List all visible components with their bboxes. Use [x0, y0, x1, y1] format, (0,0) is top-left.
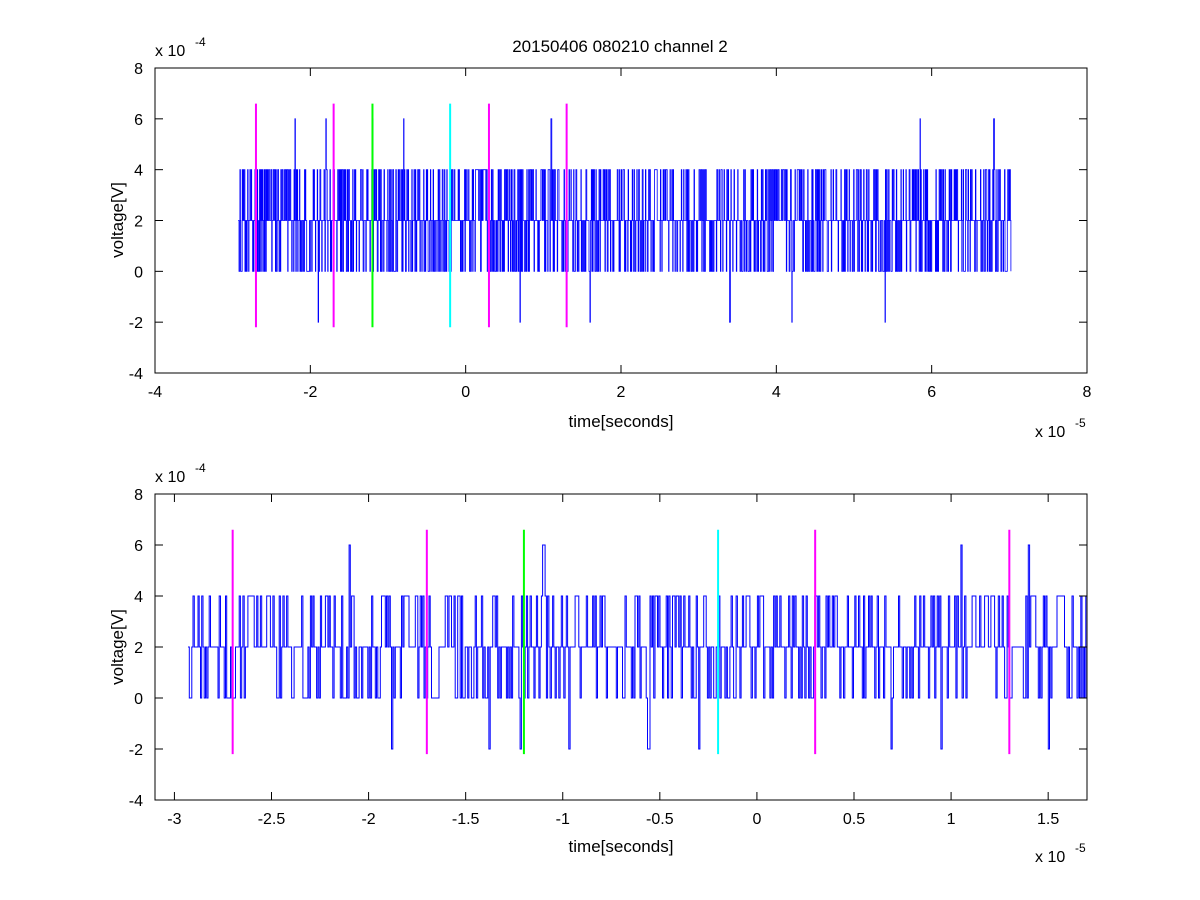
bottom-x-exponent-power: -5 — [1075, 841, 1086, 855]
bottom-x-tick-label: -1.5 — [452, 811, 480, 828]
bottom-x-tick-label: 1.5 — [1037, 811, 1059, 828]
bottom-x-tick-label: -2.5 — [258, 811, 286, 828]
top-x-exponent-power: -5 — [1075, 416, 1086, 430]
top-y-exponent-power: -4 — [195, 35, 206, 49]
top-y-tick-label: 8 — [134, 61, 143, 78]
top-y-tick-label: 0 — [134, 264, 143, 281]
top-x-tick-label: 6 — [927, 384, 936, 401]
top-x-tick-label: 0 — [461, 384, 470, 401]
top-x-tick-label: 2 — [617, 384, 626, 401]
bottom-x-tick-label: -2 — [361, 811, 375, 828]
bottom-x-tick-label: -1 — [556, 811, 570, 828]
top-y-tick-label: -2 — [129, 315, 143, 332]
bottom-marker-layer — [231, 529, 1011, 755]
bottom-x-tick-label: -3 — [167, 811, 181, 828]
bottom-x-axis-label: time[seconds] — [569, 837, 674, 856]
bottom-y-tick-label: 8 — [134, 487, 143, 504]
bottom-x-exponent-base: x 10 — [1035, 849, 1065, 866]
bottom-y-exponent: x 10 -4 — [155, 461, 206, 486]
top-y-exponent-base: x 10 — [155, 43, 185, 60]
bottom-y-axis-label: voltage[V] — [108, 609, 127, 685]
bottom-y-tick-label: -4 — [129, 793, 143, 810]
bottom-y-tick-label: 6 — [134, 538, 143, 555]
top-y-exponent: x 10 -4 — [155, 35, 206, 60]
top-marker-layer — [254, 103, 568, 328]
top-y-tick-label: 2 — [134, 214, 143, 231]
bottom-x-tick-label: 1 — [947, 811, 956, 828]
top-x-ticks: -4 -2 0 2 4 6 8 — [148, 68, 1092, 401]
top-y-ticks: -4 -2 0 2 4 6 8 — [129, 61, 1087, 383]
top-x-tick-label: -2 — [303, 384, 317, 401]
top-voltage-series-line — [238, 118, 1012, 323]
top-x-tick-label: 8 — [1083, 384, 1092, 401]
top-y-tick-label: 4 — [134, 163, 143, 180]
bottom-y-exponent-base: x 10 — [155, 469, 185, 486]
bottom-y-tick-label: 2 — [134, 640, 143, 657]
top-x-tick-label: -4 — [148, 384, 162, 401]
top-y-axis-label: voltage[V] — [108, 182, 127, 258]
top-y-tick-label: 6 — [134, 112, 143, 129]
bottom-y-tick-label: 0 — [134, 691, 143, 708]
chart-title: 20150406 080210 channel 2 — [512, 37, 728, 56]
top-x-axis-label: time[seconds] — [569, 412, 674, 431]
bottom-y-tick-label: 4 — [134, 589, 143, 606]
top-x-tick-label: 4 — [772, 384, 781, 401]
bottom-x-exponent: x 10 -5 — [1035, 841, 1086, 866]
bottom-x-tick-label: 0.5 — [843, 811, 865, 828]
bottom-axes: -3 -2.5 -2 -1.5 -1 -0.5 0 0.5 1 1.5 -4 -2 0 2 4 6 8 tim… — [108, 461, 1088, 866]
top-x-exponent: x 10 -5 — [1035, 416, 1086, 441]
bottom-series-layer — [188, 544, 1088, 750]
bottom-x-ticks: -3 -2.5 -2 -1.5 -1 -0.5 0 0.5 1 1.5 — [167, 494, 1059, 828]
top-y-tick-label: -4 — [129, 366, 143, 383]
bottom-voltage-series-line — [188, 544, 1088, 750]
top-series-layer — [238, 118, 1012, 323]
bottom-x-tick-label: 0 — [752, 811, 761, 828]
bottom-y-tick-label: -2 — [129, 742, 143, 759]
top-axes: 20150406 080210 channel 2 -4 -2 0 2 4 6 8 -4 -2… — [108, 35, 1092, 441]
bottom-y-ticks: -4 -2 0 2 4 6 8 — [129, 487, 1087, 810]
bottom-y-exponent-power: -4 — [195, 461, 206, 475]
bottom-x-tick-label: -0.5 — [646, 811, 674, 828]
top-x-exponent-base: x 10 — [1035, 424, 1065, 441]
